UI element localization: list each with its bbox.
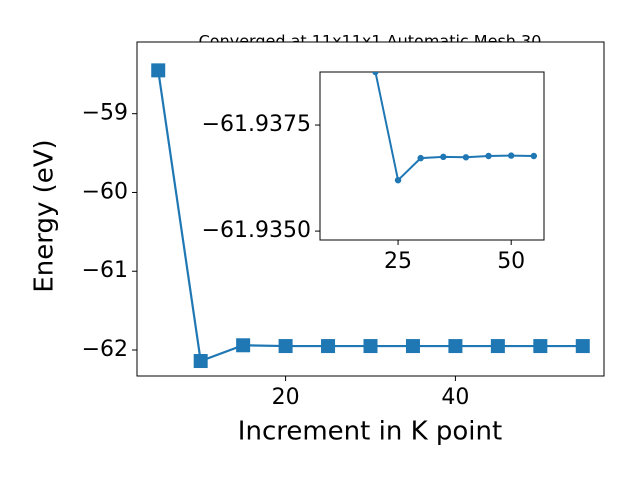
marker bbox=[530, 152, 538, 160]
y-tick-label: −59 bbox=[82, 101, 128, 126]
marker bbox=[533, 339, 548, 354]
plot-area bbox=[151, 63, 590, 369]
x-tick-label: 40 bbox=[441, 385, 469, 410]
marker bbox=[278, 339, 293, 354]
plot-area bbox=[372, 72, 538, 184]
y-tick-label: −60 bbox=[82, 179, 128, 204]
marker bbox=[151, 63, 166, 78]
x-tick-label: 50 bbox=[497, 249, 525, 274]
marker bbox=[372, 72, 379, 76]
y-axis-label: Energy (eV) bbox=[30, 139, 60, 292]
marker bbox=[394, 176, 402, 184]
x-axis-label: Increment in K point bbox=[238, 417, 502, 447]
marker bbox=[405, 339, 420, 354]
marker bbox=[490, 339, 505, 354]
marker bbox=[448, 339, 463, 354]
y-tick-label: −61 bbox=[82, 258, 128, 283]
marker bbox=[236, 338, 251, 353]
marker bbox=[485, 152, 492, 160]
series-line bbox=[374, 72, 534, 183]
marker bbox=[575, 339, 590, 354]
marker bbox=[462, 154, 470, 161]
marker bbox=[363, 339, 378, 354]
y-tick-label: −61.9350 bbox=[202, 218, 311, 243]
marker bbox=[193, 354, 208, 369]
marker bbox=[417, 154, 424, 162]
marker bbox=[507, 152, 515, 159]
x-tick-label: 25 bbox=[384, 249, 412, 274]
marker bbox=[440, 153, 447, 161]
y-tick-label: −61.9375 bbox=[202, 112, 311, 137]
y-tick-label: −62 bbox=[82, 337, 128, 362]
marker bbox=[321, 339, 336, 354]
x-tick-label: 20 bbox=[272, 385, 300, 410]
